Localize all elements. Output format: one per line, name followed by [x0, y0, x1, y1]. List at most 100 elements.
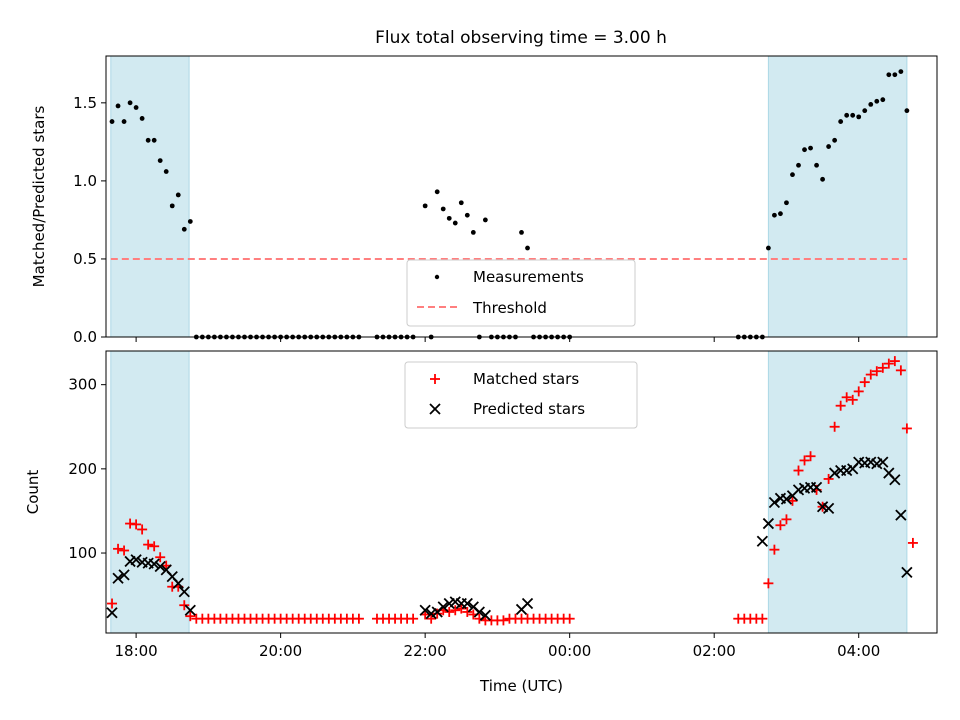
measurement-point: [139, 116, 145, 121]
predicted-point: [810, 481, 823, 494]
cross-b: [889, 474, 901, 486]
measurement-point: [904, 108, 910, 114]
measurement-point: [151, 137, 157, 143]
cross-b: [142, 557, 154, 569]
matched-point: [450, 605, 461, 616]
matched-point: [456, 603, 467, 614]
cross-b: [756, 535, 769, 547]
cross-b: [106, 607, 118, 619]
predicted-point: [768, 496, 781, 509]
matched-point: [835, 400, 846, 411]
measurement-point: [115, 103, 121, 109]
shaded-span-0: [110, 55, 190, 338]
cross-b: [877, 456, 889, 468]
matched-point: [883, 358, 894, 369]
cross-b: [160, 564, 172, 576]
cross-b: [774, 492, 787, 504]
predicted-point: [756, 535, 769, 547]
cross-b: [901, 566, 913, 579]
matched-point: [155, 552, 166, 563]
matched-point: [757, 613, 768, 624]
cross-b: [883, 467, 895, 479]
matched-point: [799, 455, 810, 466]
matched-point: [426, 613, 437, 624]
cross-b: [467, 601, 479, 613]
measurement-point: [169, 203, 175, 209]
legend-label-threshold: Threshold: [472, 299, 547, 317]
measurement-point: [440, 206, 446, 212]
y-tick-label: 0.5: [73, 250, 97, 268]
measurement-point: [892, 72, 898, 78]
measurement-point: [765, 245, 771, 251]
shaded-span-0: [110, 350, 190, 634]
y-axis-label: Matched/Predicted stars: [30, 106, 48, 288]
matched-point: [823, 473, 834, 484]
measurement-point: [109, 119, 115, 124]
predicted-point: [762, 517, 775, 530]
matched-point: [149, 541, 160, 552]
cross-b: [780, 493, 793, 505]
x-tick-label: 18:00: [114, 642, 157, 660]
measurement-point: [470, 230, 476, 235]
y-tick-label: 0.0: [73, 328, 97, 346]
measurement-point: [850, 112, 856, 118]
legend-marker-predicted: [429, 403, 441, 415]
cross-b: [865, 456, 877, 468]
legend-label-predicted: Predicted stars: [473, 400, 585, 418]
measurement-point: [163, 169, 169, 174]
matched-point: [113, 543, 124, 554]
matched-point: [137, 524, 148, 535]
measurement-point: [838, 119, 844, 124]
y-ticks: 100 200 300: [68, 376, 106, 562]
matched-point: [143, 539, 154, 550]
cross-b: [768, 496, 781, 509]
matched-point: [871, 366, 882, 377]
legend-box: [406, 259, 636, 327]
figure-title: Flux total observing time = 3.00 h: [375, 28, 667, 48]
measurement-point: [832, 137, 838, 143]
x-tick-label: 00:00: [548, 642, 591, 660]
matched-point: [859, 377, 870, 388]
predicted-point: [901, 566, 913, 579]
y-tick-label: 300: [68, 376, 97, 394]
shaded-spans: [110, 55, 908, 338]
predicted-point: [780, 493, 793, 505]
cross-b: [136, 556, 148, 568]
predicted-point: [172, 577, 184, 589]
counts-panel: 100 200 300 18:00 20:00 22:00 00:00 02:00 04:00…: [24, 350, 938, 695]
measurement-point: [434, 189, 440, 195]
measurement-point: [127, 100, 133, 106]
legend-label-matched: Matched stars: [473, 370, 579, 388]
measurement-point: [826, 144, 832, 149]
measurement-point: [820, 176, 825, 182]
measurement-point: [175, 192, 181, 198]
matched-point: [119, 545, 130, 556]
matched-point: [107, 598, 118, 609]
matched-point: [793, 465, 804, 476]
cross-b: [166, 570, 178, 583]
matched-point: [877, 362, 888, 373]
matched-point: [444, 606, 455, 617]
matched-point: [907, 537, 918, 548]
legend-marker-measurements: [434, 274, 440, 280]
measurement-point: [868, 101, 874, 107]
measurement-point: [157, 158, 163, 163]
cross-b: [828, 467, 841, 479]
measurement-point: [808, 145, 813, 151]
measurement-point: [784, 200, 789, 206]
y-tick-label: 1.5: [73, 94, 97, 112]
measurement-point: [814, 162, 819, 168]
measurement-point: [880, 97, 886, 103]
matched-point: [353, 613, 364, 624]
cross-b: [178, 586, 190, 598]
matched-point: [775, 520, 786, 531]
measurement-point: [790, 172, 795, 178]
cross-b: [429, 403, 441, 415]
cross-b: [172, 577, 184, 589]
predicted-point: [437, 601, 449, 613]
cross-b: [816, 501, 829, 513]
predicted-point: [112, 572, 124, 584]
cross-b: [437, 601, 449, 613]
cross-b: [822, 502, 835, 515]
